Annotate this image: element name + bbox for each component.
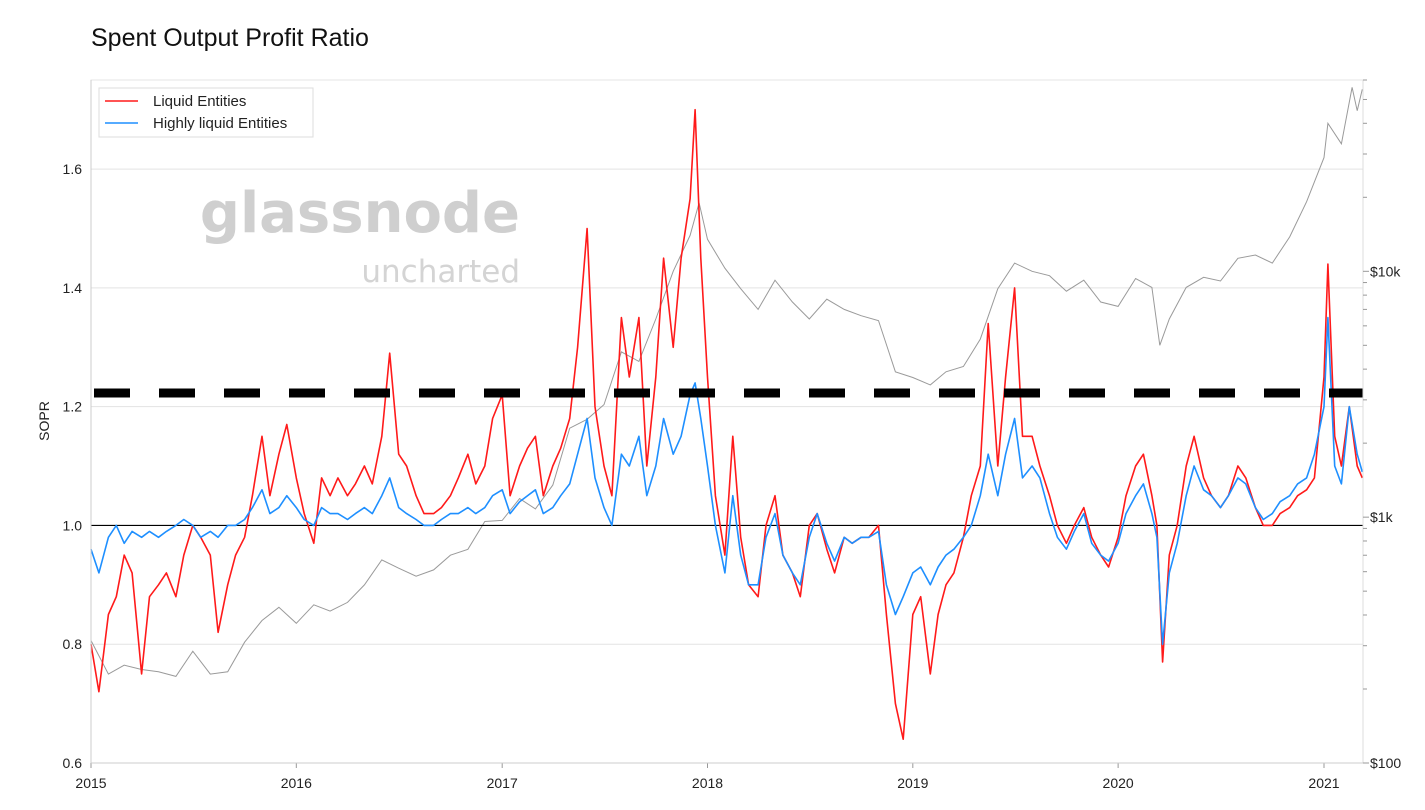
x-tick-label: 2020 [1103,775,1134,791]
y2-tick-label: $10k [1370,263,1401,279]
chart-title: Spent Output Profit Ratio [91,24,369,52]
y-tick-label: 1.4 [63,280,83,296]
y-tick-label: 0.6 [63,755,83,771]
x-tick-label: 2021 [1308,775,1339,791]
y-tick-label: 1.6 [63,161,83,177]
watermark-logo: glassnode uncharted [200,181,520,290]
x-tick-label: 2016 [281,775,312,791]
x-tick-label: 2017 [487,775,518,791]
watermark-line2: uncharted [361,254,520,290]
y2-tick-label: $100 [1370,755,1401,771]
legend-box [98,87,314,138]
legend-label-liquid: Liquid Entities [153,93,246,110]
x-tick-label: 2019 [897,775,928,791]
legend-label-highly-liquid: Highly liquid Entities [153,115,287,132]
y-axis-label: SOPR [36,401,52,441]
legend: Liquid Entities Highly liquid Entities [98,87,314,138]
y-tick-label: 0.8 [63,636,83,652]
price-line [90,87,1363,677]
y-tick-label: 1.0 [63,517,83,533]
axes: 0.6 0.8 1.0 1.2 1.4 1.6 2015 2016 2017 2018 2019 20… [63,79,1401,791]
x-tick-label: 2018 [692,775,723,791]
y2-tick-label: $1k [1370,509,1394,525]
highly-liquid-entities-line [90,316,1364,645]
x-tick-label: 2015 [75,775,106,791]
y-tick-label: 1.2 [63,399,83,415]
watermark-line1: glassnode [200,181,520,246]
series-layer [90,87,1364,740]
